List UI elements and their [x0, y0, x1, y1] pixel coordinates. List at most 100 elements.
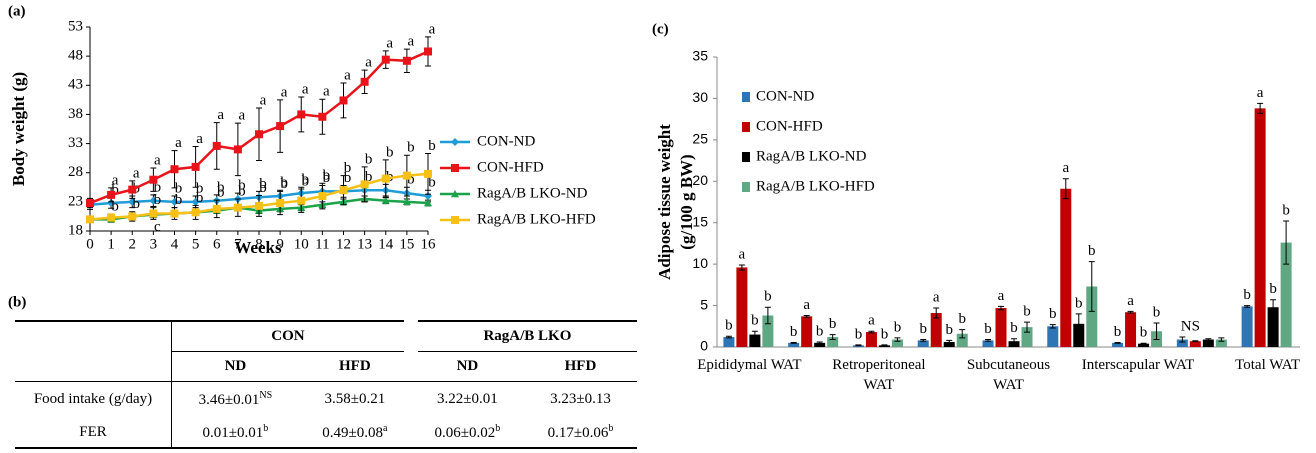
error-bar [803, 315, 810, 318]
error-bar [751, 330, 758, 339]
significance-letter: b [428, 138, 436, 154]
error-bar [790, 341, 797, 344]
significance-letter: b [344, 170, 352, 186]
significance-letter: b [1269, 281, 1277, 297]
error-bar [1062, 178, 1069, 200]
bar [749, 334, 761, 347]
cell: 0.17±0.06b [524, 418, 637, 448]
panel-label: (b) [8, 294, 26, 310]
cell: 3.58±0.21 [299, 382, 411, 418]
significance-letter: b [154, 179, 162, 195]
bar [891, 339, 903, 347]
bar [1176, 339, 1188, 347]
y-axis-title: Body weight (g) [9, 72, 28, 186]
significance-letter: b [816, 323, 824, 339]
marker [149, 175, 158, 184]
superscript: NS [259, 390, 273, 402]
bar [1125, 312, 1137, 347]
marker [107, 190, 116, 199]
bar [736, 267, 748, 347]
bar [814, 342, 826, 347]
significance-letter: b [196, 180, 204, 196]
x-tick-label: 0 [86, 236, 94, 252]
x-tick-label: 9 [276, 236, 284, 252]
significance-letter: a [154, 152, 161, 168]
error-bar [985, 339, 991, 342]
legend-label: RagA/B LKO-HFD [477, 211, 596, 227]
error-bar [894, 337, 901, 342]
error-bar [725, 335, 732, 339]
bar [865, 332, 877, 347]
marker [107, 213, 116, 222]
panel-label: (a) [8, 3, 26, 19]
significance-letter: a [1257, 85, 1264, 101]
x-tick-label: 16 [421, 236, 437, 252]
marker [424, 169, 432, 178]
bar [956, 333, 968, 347]
marker [318, 112, 327, 121]
significance-letter: b [725, 318, 733, 334]
significance-letter: a [260, 92, 267, 108]
legend-swatch [742, 92, 750, 102]
cell-text: 3.58±0.21 [324, 391, 386, 408]
error-bar [1218, 337, 1225, 342]
significance-letter: b [217, 185, 225, 201]
error-bar [1179, 336, 1186, 343]
significance-letter: a [429, 21, 436, 37]
y-tick-label: 33 [68, 135, 83, 151]
cell-text: 3.23±0.13 [550, 391, 611, 408]
significance-letter: b [1282, 202, 1290, 218]
marker [276, 199, 285, 208]
marker [424, 47, 432, 56]
marker [191, 197, 200, 206]
significance-letter: a [408, 34, 415, 50]
x-tick-label: Subcutaneous WAT [966, 357, 1051, 393]
cell: 0.01±0.01b [172, 418, 299, 448]
column-header: ND [224, 358, 247, 374]
significance-letter: a [175, 135, 182, 151]
significance-letter: b [111, 199, 119, 215]
marker [212, 141, 221, 150]
significance-letter: b [302, 172, 310, 188]
significance-letter: b [958, 311, 966, 327]
x-tick-label: 11 [315, 236, 329, 252]
marker [451, 190, 459, 198]
marker [381, 174, 390, 183]
bar [1112, 342, 1124, 347]
x-tick-label: 10 [294, 236, 309, 252]
marker [191, 162, 200, 171]
y-tick-label: 48 [68, 48, 83, 64]
x-tick-label: 2 [129, 236, 137, 252]
error-bar [933, 307, 940, 319]
significance-letter: b [111, 182, 119, 198]
x-tick-label: 3 [150, 236, 158, 252]
significance-letter: b [323, 168, 331, 184]
y-axis-title: (g/100 g BW) [677, 154, 696, 249]
significance-letter: b [217, 179, 225, 195]
x-tick-label: 8 [255, 236, 263, 252]
y-tick-label: 20 [692, 172, 708, 188]
significance-letter: b [751, 313, 759, 329]
cell: 3.22±0.01 [411, 382, 524, 418]
y-tick-label: 28 [68, 164, 83, 180]
bar [1280, 242, 1292, 347]
significance-letter: b [175, 180, 183, 196]
cell-text: 0.17±0.06 [547, 424, 609, 441]
bar [1267, 307, 1279, 347]
error-bar [1114, 341, 1121, 344]
error-bar [738, 264, 745, 271]
error-bar [946, 339, 953, 345]
x-tick-label: Total WAT [1235, 357, 1301, 373]
legend-swatch [742, 152, 750, 162]
y-tick-label: 38 [68, 106, 83, 122]
marker [451, 164, 459, 172]
marker [276, 122, 285, 131]
significance-letter: b [855, 326, 863, 342]
significance-letter: b [386, 144, 394, 160]
x-tick-label: 7 [234, 236, 242, 252]
error-bar [764, 306, 771, 325]
y-tick-label: 43 [68, 77, 83, 93]
marker [86, 215, 94, 224]
cell-text: 0.06±0.02 [434, 424, 496, 441]
